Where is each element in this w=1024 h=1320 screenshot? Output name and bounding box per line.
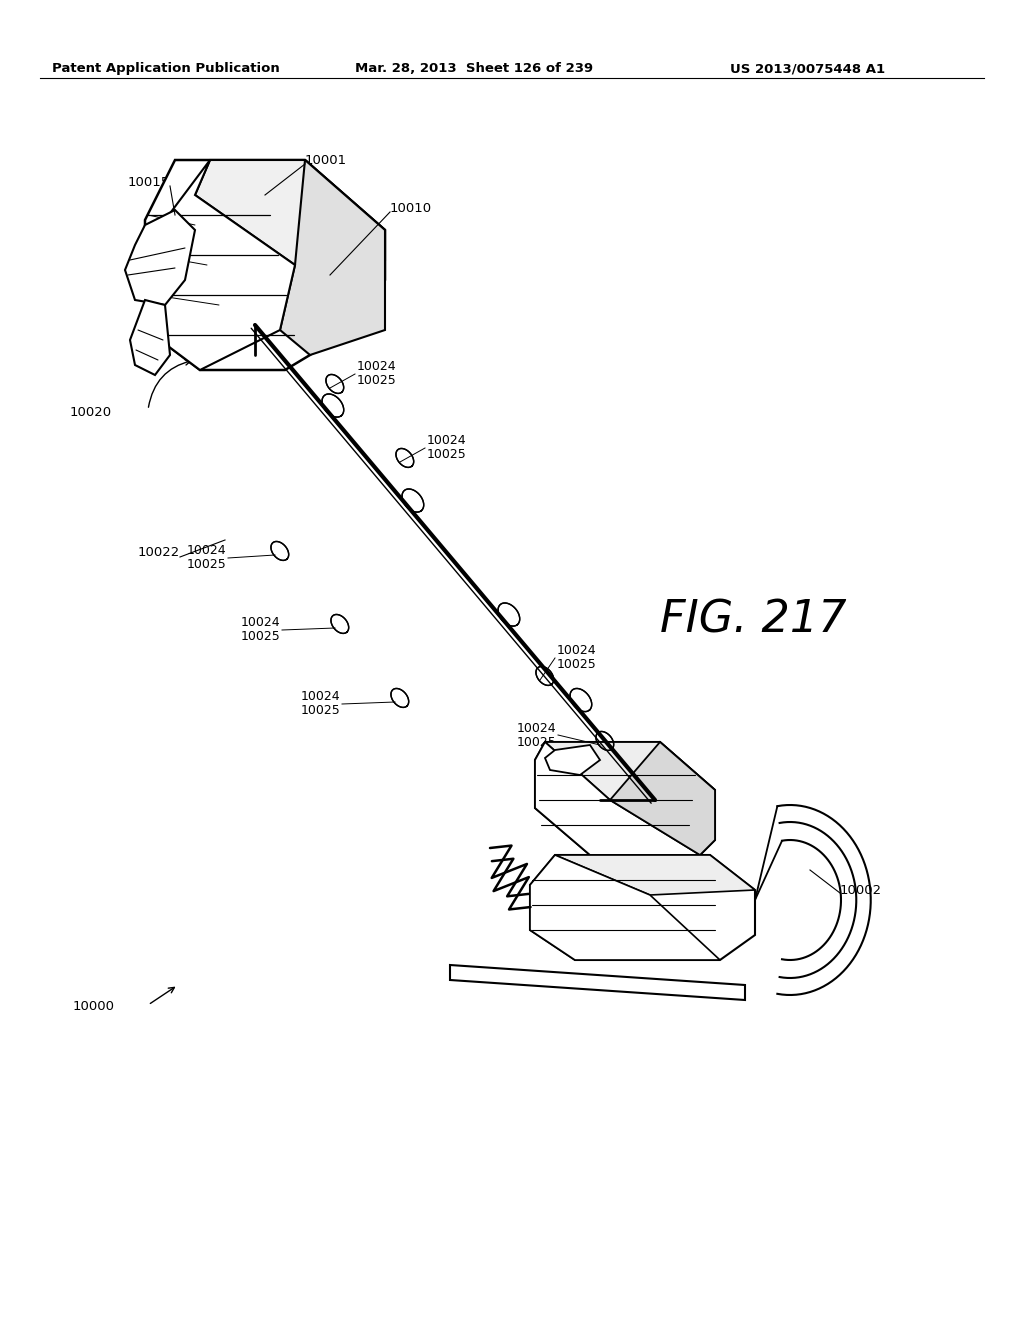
Text: 10015: 10015 xyxy=(128,176,170,189)
Polygon shape xyxy=(195,160,385,265)
Polygon shape xyxy=(130,300,170,375)
Polygon shape xyxy=(145,160,385,370)
Text: Patent Application Publication: Patent Application Publication xyxy=(52,62,280,75)
Text: 10024: 10024 xyxy=(427,434,467,447)
Text: 10020: 10020 xyxy=(70,405,112,418)
Text: 10010: 10010 xyxy=(390,202,432,214)
Text: 10000: 10000 xyxy=(73,1001,115,1014)
Text: 10025: 10025 xyxy=(186,558,226,572)
Text: FIG. 217: FIG. 217 xyxy=(660,598,847,642)
Polygon shape xyxy=(530,855,720,960)
Polygon shape xyxy=(280,160,385,355)
Text: 10025: 10025 xyxy=(241,631,280,644)
Polygon shape xyxy=(535,742,715,855)
Text: 10025: 10025 xyxy=(427,449,467,462)
Polygon shape xyxy=(555,855,755,895)
Text: 10024: 10024 xyxy=(300,690,340,704)
Text: 10024: 10024 xyxy=(186,544,226,557)
Polygon shape xyxy=(545,744,600,775)
Text: 10024: 10024 xyxy=(557,644,597,657)
Text: US 2013/0075448 A1: US 2013/0075448 A1 xyxy=(730,62,885,75)
Text: 10002: 10002 xyxy=(840,883,882,896)
Text: Mar. 28, 2013  Sheet 126 of 239: Mar. 28, 2013 Sheet 126 of 239 xyxy=(355,62,593,75)
Text: 10024: 10024 xyxy=(241,616,280,630)
Polygon shape xyxy=(535,742,700,855)
Text: 10024: 10024 xyxy=(357,360,396,374)
Polygon shape xyxy=(530,855,755,960)
Polygon shape xyxy=(450,965,745,1001)
Polygon shape xyxy=(545,742,715,800)
Polygon shape xyxy=(610,742,715,855)
Polygon shape xyxy=(145,160,295,370)
Text: 10022: 10022 xyxy=(138,546,180,560)
Text: 10024: 10024 xyxy=(516,722,556,734)
Text: 10001: 10001 xyxy=(305,153,347,166)
Text: 10025: 10025 xyxy=(557,659,597,672)
Text: 10025: 10025 xyxy=(357,375,396,388)
Text: 10025: 10025 xyxy=(516,735,556,748)
Text: 10025: 10025 xyxy=(300,705,340,718)
Polygon shape xyxy=(125,210,195,305)
